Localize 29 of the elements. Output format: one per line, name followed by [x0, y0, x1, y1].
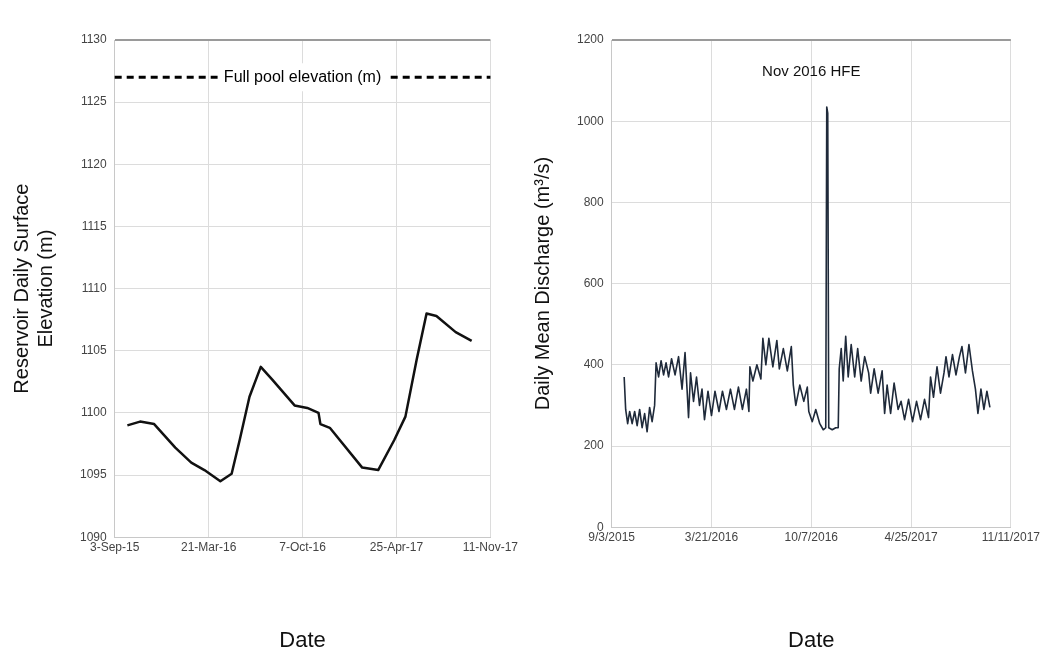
y-tick-label: 1120 — [80, 156, 108, 171]
y-tick-label: 1095 — [79, 467, 108, 482]
y-axis-title: Daily Mean Discharge (m³/s) — [530, 156, 553, 411]
x-tick-label: 21-Mar-16 — [180, 539, 237, 554]
x-tick-label: 11/11/2017 — [981, 529, 1041, 544]
y-axis-title: Reservoir Daily Surface Elevation (m) — [9, 183, 56, 394]
x-tick-label: 25-Apr-17 — [369, 539, 424, 554]
y-tick-label: 600 — [583, 275, 605, 290]
y-tick-label: 1110 — [81, 280, 108, 295]
y-tick-label: 1200 — [576, 32, 605, 47]
x-axis-title: Date — [279, 626, 326, 652]
x-axis-title: Date — [788, 626, 835, 652]
annotation: Nov 2016 HFE — [762, 62, 861, 80]
y-tick-label: 1115 — [81, 218, 108, 233]
y-tick-label: 1130 — [80, 32, 108, 47]
y-tick-label: 400 — [583, 357, 605, 372]
y-tick-label: 1125 — [80, 94, 108, 109]
ref-line-label: Full pool elevation (m) — [223, 67, 382, 85]
y-tick-label: 1105 — [80, 343, 108, 358]
y-tick-label: 800 — [583, 194, 605, 209]
x-tick-label: 3/21/2016 — [684, 529, 739, 544]
y-tick-label: 1000 — [576, 113, 605, 128]
x-tick-label: 4/25/2017 — [884, 529, 939, 544]
x-tick-label: 7-Oct-16 — [279, 539, 327, 554]
x-tick-label: 9/3/2015 — [588, 529, 636, 544]
x-tick-label: 10/7/2016 — [784, 529, 839, 544]
x-tick-label: 11-Nov-17 — [462, 539, 519, 554]
y-tick-label: 200 — [583, 438, 605, 453]
y-tick-label: 1100 — [80, 405, 108, 420]
